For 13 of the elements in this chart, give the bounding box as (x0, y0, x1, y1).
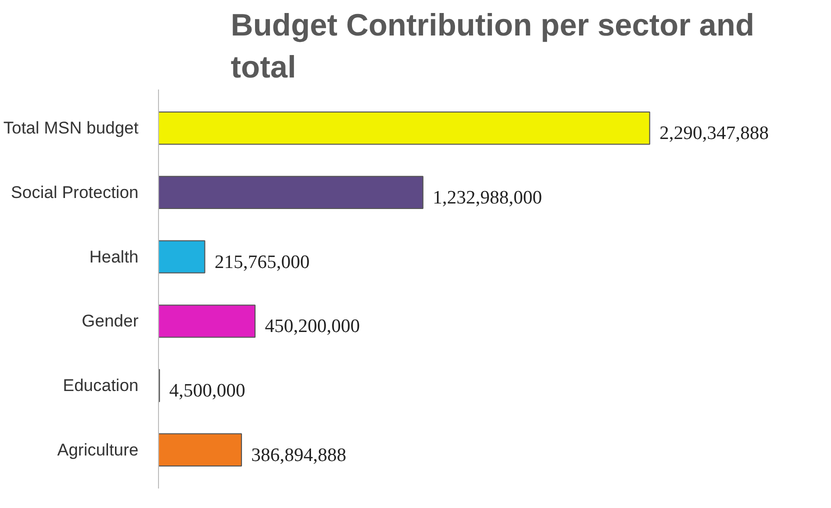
y-tick-label: Agriculture (57, 440, 139, 460)
data-label: 450,200,000 (264, 316, 360, 338)
y-tick-label: Education (62, 376, 139, 396)
y-tick-label: Total MSN budget (3, 118, 139, 138)
data-label: 1,232,988,000 (432, 187, 542, 208)
data-label: 4,500,000 (169, 380, 246, 402)
data-label: 2,290,347,888 (660, 123, 769, 144)
data-label: 386,894,888 (251, 444, 346, 466)
data-label: 215,765,000 (214, 252, 310, 273)
y-tick-label: Social Protection (10, 182, 139, 202)
chart-title: Budget Contribution per sector and total (230, 8, 754, 84)
y-tick-label: Health (89, 247, 138, 266)
y-tick-label: Gender (82, 312, 139, 331)
